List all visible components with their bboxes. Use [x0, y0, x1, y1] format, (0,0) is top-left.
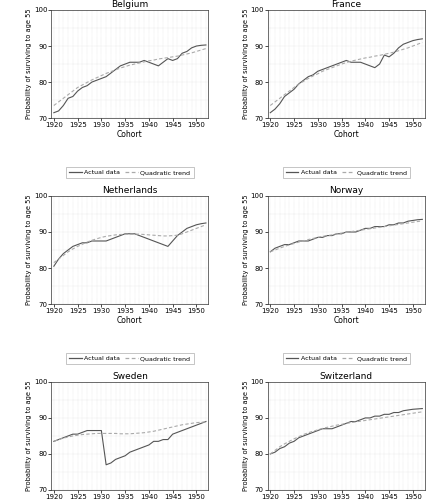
Y-axis label: Probability of surviving to age 55: Probability of surviving to age 55 — [27, 8, 33, 119]
X-axis label: Cohort: Cohort — [117, 130, 143, 138]
X-axis label: Cohort: Cohort — [117, 316, 143, 324]
Title: France: France — [331, 0, 361, 9]
Y-axis label: Probability of surviving to age 55: Probability of surviving to age 55 — [243, 194, 249, 306]
X-axis label: Cohort: Cohort — [333, 316, 359, 324]
Y-axis label: Probability of surviving to age 55: Probability of surviving to age 55 — [27, 194, 33, 306]
Title: Belgium: Belgium — [111, 0, 148, 9]
Y-axis label: Probability of surviving to age 55: Probability of surviving to age 55 — [27, 380, 33, 492]
Title: Norway: Norway — [329, 186, 363, 195]
Y-axis label: Probability of surviving to age 55: Probability of surviving to age 55 — [243, 380, 249, 492]
Title: Switzerland: Switzerland — [320, 372, 373, 381]
Title: Netherlands: Netherlands — [102, 186, 157, 195]
Legend: Actual data, Quadratic trend: Actual data, Quadratic trend — [283, 166, 410, 178]
Y-axis label: Probability of surviving to age 55: Probability of surviving to age 55 — [243, 8, 249, 119]
Legend: Actual data, Quadratic trend: Actual data, Quadratic trend — [66, 166, 193, 178]
Legend: Actual data, Quadratic trend: Actual data, Quadratic trend — [66, 352, 193, 364]
Legend: Actual data, Quadratic trend: Actual data, Quadratic trend — [283, 352, 410, 364]
X-axis label: Cohort: Cohort — [333, 130, 359, 138]
Title: Sweden: Sweden — [112, 372, 148, 381]
